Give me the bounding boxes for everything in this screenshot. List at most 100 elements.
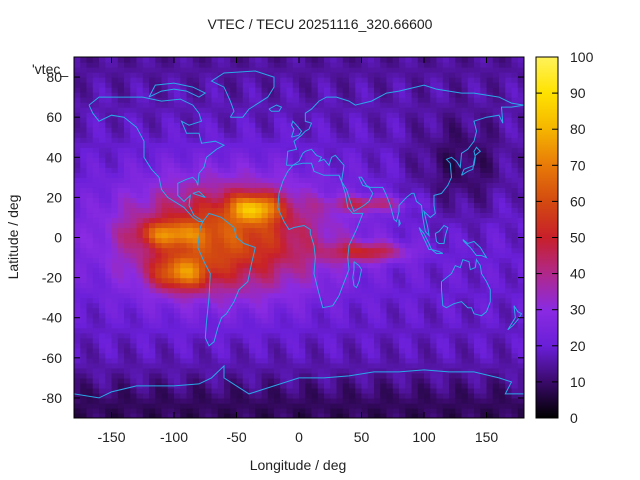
heatmap-cell	[399, 92, 406, 98]
heatmap-cell	[480, 297, 488, 304]
heatmap-cell	[249, 227, 256, 234]
heatmap-cell	[117, 257, 125, 264]
heatmap-cell	[92, 102, 100, 108]
heatmap-cell	[130, 182, 138, 188]
heatmap-cell	[274, 92, 281, 98]
heatmap-cell	[424, 202, 431, 209]
heatmap-cell	[155, 327, 163, 334]
heatmap-cell	[242, 357, 250, 364]
heatmap-cell	[261, 102, 269, 108]
heatmap-cell	[455, 202, 463, 209]
heatmap-cell	[117, 272, 125, 279]
heatmap-cell	[505, 392, 513, 399]
heatmap-cell	[467, 187, 475, 193]
heatmap-cell	[124, 72, 131, 78]
heatmap-cell	[430, 332, 438, 339]
heatmap-cell	[511, 72, 519, 78]
heatmap-cell	[349, 142, 356, 148]
heatmap-cell	[399, 262, 406, 269]
heatmap-cell	[224, 137, 231, 143]
heatmap-cell	[292, 167, 300, 173]
heatmap-cell	[192, 122, 200, 128]
heatmap-cell	[386, 312, 394, 319]
heatmap-cell	[86, 372, 94, 379]
heatmap-cell	[324, 117, 331, 123]
heatmap-cell	[417, 207, 425, 214]
heatmap-cell	[211, 317, 219, 324]
heatmap-cell	[405, 237, 413, 244]
heatmap-cell	[355, 312, 363, 319]
heatmap-cell	[461, 387, 469, 394]
heatmap-cell	[211, 267, 219, 274]
heatmap-cell	[80, 172, 88, 178]
heatmap-cell	[105, 347, 113, 354]
heatmap-cell	[124, 402, 131, 409]
heatmap-cell	[324, 242, 331, 249]
heatmap-cell	[205, 157, 213, 163]
heatmap-cell	[317, 192, 325, 198]
heatmap-cell	[442, 342, 450, 349]
heatmap-cell	[455, 372, 463, 379]
heatmap-cell	[367, 302, 375, 309]
heatmap-cell	[249, 267, 256, 274]
heatmap-cell	[86, 142, 94, 148]
heatmap-cell	[374, 297, 381, 304]
heatmap-cell	[411, 412, 419, 418]
heatmap-cell	[205, 377, 213, 384]
heatmap-cell	[130, 152, 138, 158]
heatmap-cell	[311, 152, 319, 158]
heatmap-cell	[436, 372, 444, 379]
heatmap-cell	[192, 372, 200, 379]
heatmap-cell	[180, 102, 188, 108]
heatmap-cell	[367, 292, 375, 299]
heatmap-cell	[324, 302, 331, 309]
heatmap-cell	[142, 377, 150, 384]
heatmap-cell	[324, 77, 331, 83]
heatmap-cell	[192, 217, 200, 224]
heatmap-cell	[399, 322, 406, 329]
heatmap-cell	[74, 212, 81, 219]
heatmap-cell	[174, 242, 181, 249]
heatmap-cell	[492, 227, 500, 234]
heatmap-cell	[149, 102, 156, 108]
heatmap-cell	[217, 112, 225, 118]
heatmap-cell	[330, 267, 338, 274]
heatmap-cell	[411, 187, 419, 193]
heatmap-cell	[230, 327, 238, 334]
heatmap-cell	[142, 297, 150, 304]
heatmap-cell	[205, 122, 213, 128]
heatmap-cell	[274, 212, 281, 219]
heatmap-cell	[149, 107, 156, 113]
heatmap-cell	[392, 252, 400, 259]
heatmap-cell	[261, 207, 269, 214]
heatmap-cell	[424, 402, 431, 409]
heatmap-cell	[386, 127, 394, 133]
heatmap-cell	[111, 257, 119, 264]
heatmap-cell	[167, 392, 175, 399]
heatmap-cell	[217, 267, 225, 274]
heatmap-cell	[292, 377, 300, 384]
heatmap-cell	[336, 387, 344, 394]
heatmap-cell	[374, 302, 381, 309]
heatmap-cell	[505, 347, 513, 354]
heatmap-cell	[130, 352, 138, 359]
heatmap-cell	[236, 152, 244, 158]
heatmap-cell	[486, 257, 494, 264]
heatmap-cell	[274, 137, 281, 143]
heatmap-cell	[467, 197, 475, 203]
heatmap-cell	[299, 412, 306, 418]
heatmap-cell	[274, 327, 281, 334]
heatmap-cell	[442, 372, 450, 379]
heatmap-cell	[374, 167, 381, 173]
heatmap-cell	[74, 392, 81, 399]
heatmap-cell	[192, 157, 200, 163]
heatmap-cell	[474, 147, 481, 153]
heatmap-cell	[99, 87, 106, 93]
heatmap-cell	[461, 182, 469, 188]
heatmap-cell	[305, 262, 313, 269]
heatmap-cell	[261, 97, 269, 103]
heatmap-cell	[236, 387, 244, 394]
heatmap-cell	[317, 152, 325, 158]
heatmap-cell	[405, 272, 413, 279]
heatmap-cell	[286, 107, 294, 113]
